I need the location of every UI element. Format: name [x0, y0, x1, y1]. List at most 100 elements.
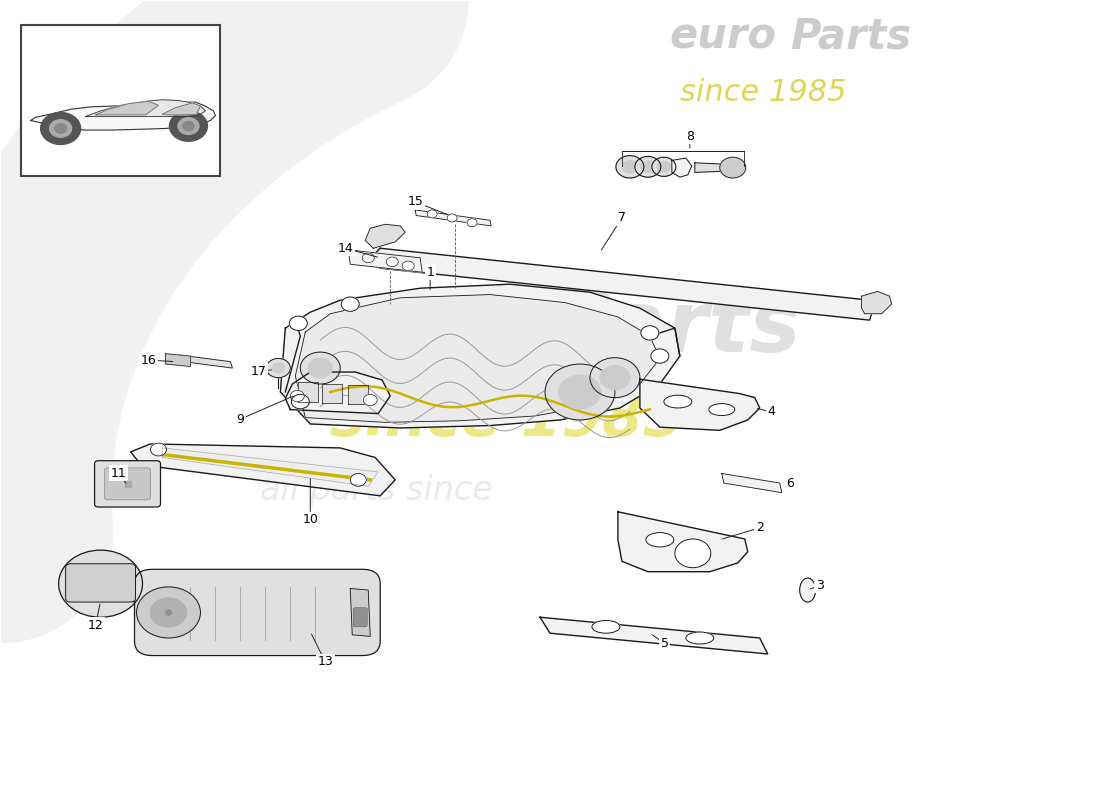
Polygon shape	[695, 163, 735, 172]
Text: since 1985: since 1985	[680, 78, 846, 106]
Circle shape	[41, 113, 80, 145]
Polygon shape	[86, 100, 206, 117]
Circle shape	[58, 550, 143, 618]
Text: 11: 11	[111, 467, 126, 480]
Text: 15: 15	[407, 195, 424, 209]
Polygon shape	[285, 372, 390, 414]
Text: 4: 4	[768, 406, 776, 418]
Circle shape	[635, 157, 661, 177]
Polygon shape	[540, 618, 768, 654]
Polygon shape	[349, 250, 422, 272]
Circle shape	[640, 161, 654, 173]
Circle shape	[136, 587, 200, 638]
FancyBboxPatch shape	[104, 468, 151, 500]
Circle shape	[403, 261, 415, 270]
Circle shape	[674, 539, 711, 568]
Circle shape	[652, 158, 675, 176]
Text: 13: 13	[318, 655, 333, 669]
Text: Parts: Parts	[550, 287, 801, 370]
Bar	[298, 382, 318, 402]
Text: 16: 16	[141, 354, 156, 366]
Polygon shape	[365, 224, 405, 248]
Circle shape	[292, 394, 309, 409]
Circle shape	[55, 124, 67, 134]
Text: euro: euro	[330, 287, 552, 370]
Polygon shape	[640, 379, 760, 430]
Ellipse shape	[685, 632, 714, 644]
Circle shape	[50, 120, 72, 138]
Polygon shape	[176, 354, 232, 368]
Text: 3: 3	[816, 578, 824, 592]
Circle shape	[350, 474, 366, 486]
Circle shape	[447, 214, 458, 222]
Polygon shape	[31, 102, 216, 130]
Text: 9: 9	[236, 413, 244, 426]
Ellipse shape	[664, 395, 692, 408]
Circle shape	[559, 375, 601, 409]
FancyBboxPatch shape	[95, 461, 161, 507]
FancyBboxPatch shape	[134, 570, 381, 655]
Circle shape	[300, 352, 340, 384]
Text: 8: 8	[685, 130, 694, 143]
Text: 10: 10	[302, 514, 318, 526]
Circle shape	[266, 358, 290, 378]
Polygon shape	[131, 444, 395, 496]
Text: 17: 17	[251, 365, 266, 378]
Polygon shape	[165, 354, 190, 366]
Circle shape	[362, 253, 374, 262]
Bar	[322, 384, 342, 403]
Circle shape	[590, 358, 640, 398]
Text: 14: 14	[338, 242, 353, 254]
Polygon shape	[163, 448, 378, 486]
Circle shape	[641, 326, 659, 340]
Text: Parts: Parts	[790, 16, 911, 58]
Bar	[21, 25, 220, 176]
Circle shape	[169, 111, 208, 142]
Circle shape	[386, 257, 398, 266]
Text: 6: 6	[785, 477, 793, 490]
Polygon shape	[618, 512, 748, 572]
FancyBboxPatch shape	[66, 564, 135, 602]
Circle shape	[658, 162, 670, 172]
Text: 5: 5	[661, 637, 669, 650]
Text: 1: 1	[426, 266, 434, 278]
Circle shape	[290, 390, 305, 402]
Polygon shape	[96, 102, 158, 115]
Ellipse shape	[592, 621, 620, 633]
Polygon shape	[861, 291, 892, 314]
Circle shape	[544, 364, 615, 420]
Ellipse shape	[708, 403, 735, 415]
Text: 7: 7	[618, 211, 626, 225]
Circle shape	[616, 156, 644, 178]
Polygon shape	[163, 103, 200, 115]
Polygon shape	[415, 210, 491, 226]
Circle shape	[178, 118, 199, 134]
Circle shape	[363, 394, 377, 406]
Polygon shape	[295, 294, 660, 422]
Text: euro: euro	[670, 16, 777, 58]
Circle shape	[183, 122, 194, 130]
Circle shape	[308, 358, 332, 378]
Text: 12: 12	[88, 618, 103, 632]
Circle shape	[651, 349, 669, 363]
Polygon shape	[371, 248, 874, 320]
Circle shape	[151, 598, 187, 627]
Circle shape	[623, 161, 638, 173]
Circle shape	[273, 363, 284, 373]
FancyBboxPatch shape	[353, 608, 367, 627]
Polygon shape	[280, 284, 680, 428]
Ellipse shape	[800, 578, 816, 602]
Polygon shape	[350, 589, 371, 636]
Circle shape	[341, 297, 360, 311]
Circle shape	[468, 218, 477, 226]
Text: since 1985: since 1985	[330, 391, 684, 448]
Circle shape	[151, 443, 166, 456]
Circle shape	[719, 158, 746, 178]
Text: all parts since: all parts since	[261, 474, 493, 507]
Circle shape	[600, 366, 630, 390]
Bar	[349, 385, 368, 404]
Circle shape	[427, 210, 437, 218]
Polygon shape	[722, 474, 782, 493]
Ellipse shape	[646, 533, 674, 547]
Text: 2: 2	[756, 522, 763, 534]
